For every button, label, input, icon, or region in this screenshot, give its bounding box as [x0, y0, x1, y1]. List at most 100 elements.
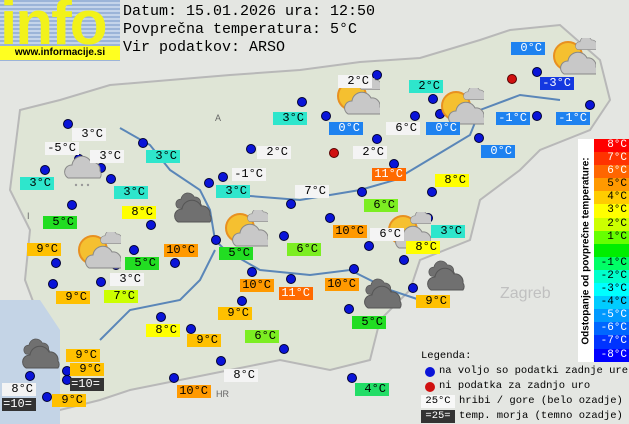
temperature-label: 10°C: [164, 244, 198, 257]
station-available-dot[interactable]: [325, 213, 335, 223]
station-available-dot[interactable]: [321, 111, 331, 121]
temperature-label: 10°C: [333, 225, 367, 238]
station-available-dot[interactable]: [399, 255, 409, 265]
scale-step: -2°C: [594, 269, 629, 284]
temperature-label: 10°C: [325, 278, 359, 291]
overcast-cloud-icon: [170, 192, 216, 231]
station-available-dot[interactable]: [344, 304, 354, 314]
station-available-dot[interactable]: [347, 373, 357, 383]
station-missing-dot[interactable]: [329, 148, 339, 158]
station-available-dot[interactable]: [40, 165, 50, 175]
temperature-label: 9°C: [218, 307, 252, 320]
legend-title: Legenda:: [421, 350, 472, 362]
station-available-dot[interactable]: [146, 220, 156, 230]
station-available-dot[interactable]: [106, 174, 116, 184]
temperature-label: 2°C: [338, 75, 372, 88]
temperature-label: 4°C: [355, 383, 389, 396]
station-available-dot[interactable]: [218, 172, 228, 182]
temperature-label: 0°C: [426, 122, 460, 135]
station-available-dot[interactable]: [51, 258, 61, 268]
station-available-dot[interactable]: [186, 324, 196, 334]
station-available-dot[interactable]: [42, 392, 52, 402]
station-available-dot[interactable]: [204, 178, 214, 188]
temperature-label: 3°C: [20, 177, 54, 190]
overcast-cloud-icon: [18, 338, 64, 377]
temperature-label: -1°C: [556, 112, 590, 125]
map-label-italy: I: [27, 211, 30, 221]
station-available-dot[interactable]: [349, 264, 359, 274]
scale-step: -6°C: [594, 322, 629, 336]
station-available-dot[interactable]: [246, 144, 256, 154]
station-available-dot[interactable]: [170, 258, 180, 268]
station-available-dot[interactable]: [156, 312, 166, 322]
scale-step: -1°C: [594, 256, 629, 270]
logo[interactable]: info www.informacije.si: [0, 0, 120, 61]
temperature-label: 3°C: [110, 273, 144, 286]
station-available-dot[interactable]: [138, 138, 148, 148]
station-available-dot[interactable]: [297, 97, 307, 107]
station-available-dot[interactable]: [286, 199, 296, 209]
temperature-label: =10=: [70, 378, 104, 391]
station-available-dot[interactable]: [357, 187, 367, 197]
station-available-dot[interactable]: [372, 134, 382, 144]
blue-dot-icon: [425, 366, 435, 377]
red-dot-icon: [425, 381, 435, 392]
station-available-dot[interactable]: [286, 274, 296, 284]
scale-step: -4°C: [594, 296, 629, 310]
station-missing-dot[interactable]: [507, 74, 517, 84]
station-available-dot[interactable]: [585, 100, 595, 110]
station-available-dot[interactable]: [364, 241, 374, 251]
temperature-label: -1°C: [232, 168, 266, 181]
logo-url[interactable]: www.informacije.si: [0, 46, 120, 60]
temperature-label: 5°C: [125, 257, 159, 270]
temperature-label: 6°C: [287, 243, 321, 256]
temperature-label: -1°C: [496, 112, 530, 125]
partly-cloudy-icon: [222, 208, 270, 255]
station-available-dot[interactable]: [216, 356, 226, 366]
station-available-dot[interactable]: [169, 373, 179, 383]
station-available-dot[interactable]: [532, 67, 542, 77]
station-available-dot[interactable]: [247, 267, 257, 277]
station-available-dot[interactable]: [96, 277, 106, 287]
legend-missing: ni podatka za zadnjo uro: [439, 380, 591, 392]
station-available-dot[interactable]: [474, 133, 484, 143]
temperature-label: 2°C: [257, 146, 291, 159]
station-available-dot[interactable]: [25, 371, 35, 381]
date-line: Datum: 15.01.2026 ura: 12:50: [123, 3, 376, 20]
temperature-label: 7°C: [104, 290, 138, 303]
temperature-label: 9°C: [27, 243, 61, 256]
map-label-austria: A: [215, 113, 221, 123]
station-available-dot[interactable]: [279, 344, 289, 354]
temperature-label: 9°C: [187, 334, 221, 347]
station-available-dot[interactable]: [129, 245, 139, 255]
station-available-dot[interactable]: [410, 111, 420, 121]
station-available-dot[interactable]: [279, 231, 289, 241]
legend-mountain-sample: 25°C: [421, 395, 455, 408]
station-available-dot[interactable]: [211, 235, 221, 245]
station-available-dot[interactable]: [67, 200, 77, 210]
temperature-label: -5°C: [45, 142, 79, 155]
temperature-label: 3°C: [216, 185, 250, 198]
partly-cloudy-icon: [75, 230, 123, 277]
scale-step: 3°C: [594, 204, 629, 218]
overcast-cloud-icon: [423, 260, 469, 299]
temperature-label: 9°C: [70, 363, 104, 376]
temperature-label: 9°C: [66, 349, 100, 362]
temperature-label: 9°C: [52, 394, 86, 407]
partly-cloudy-icon: [438, 86, 486, 133]
scale-step: [594, 243, 629, 257]
station-available-dot[interactable]: [237, 296, 247, 306]
temperature-label: 7°C: [295, 185, 329, 198]
station-available-dot[interactable]: [63, 119, 73, 129]
temperature-label: 5°C: [352, 316, 386, 329]
temperature-label: 3°C: [72, 128, 106, 141]
station-available-dot[interactable]: [427, 187, 437, 197]
station-available-dot[interactable]: [532, 111, 542, 121]
temperature-label: 6°C: [386, 122, 420, 135]
station-available-dot[interactable]: [48, 279, 58, 289]
station-available-dot[interactable]: [428, 94, 438, 104]
station-available-dot[interactable]: [408, 283, 418, 293]
temperature-label: =10=: [2, 398, 36, 411]
station-available-dot[interactable]: [372, 70, 382, 80]
scale-step: 1°C: [594, 230, 629, 244]
